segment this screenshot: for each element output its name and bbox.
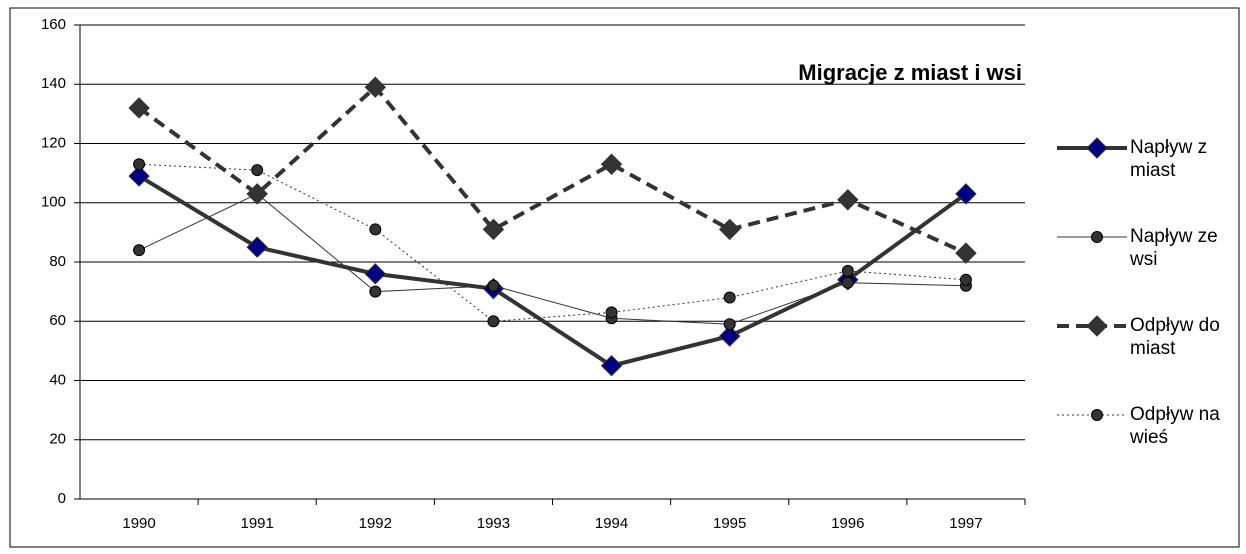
chart-title: Migracje z miast i wsi xyxy=(798,60,1022,85)
y-tick-label: 80 xyxy=(49,253,66,270)
marker xyxy=(246,236,268,258)
y-tick-label: 60 xyxy=(49,312,66,329)
marker xyxy=(246,183,268,205)
marker xyxy=(841,264,854,277)
line xyxy=(137,84,967,255)
marker xyxy=(364,263,387,285)
x-tick-label: 1992 xyxy=(359,515,392,532)
y-tick-label: 140 xyxy=(41,75,66,92)
marker xyxy=(487,315,500,328)
marker xyxy=(955,183,977,205)
x-tick-label: 1991 xyxy=(241,515,274,532)
marker xyxy=(251,164,264,177)
marker xyxy=(718,325,741,347)
marker xyxy=(1091,231,1103,243)
y-tick-label: 20 xyxy=(49,431,66,448)
marker xyxy=(369,285,382,298)
marker xyxy=(133,244,146,257)
legend-label: Napływ ze wsi xyxy=(1130,226,1218,270)
marker xyxy=(959,273,972,286)
marker xyxy=(600,354,623,377)
x-tick-label: 1990 xyxy=(122,515,155,532)
line xyxy=(138,193,966,325)
x-tick-label: 1995 xyxy=(713,515,746,532)
marker xyxy=(487,279,500,292)
x-tick-label: 1993 xyxy=(477,515,510,532)
marker xyxy=(841,276,854,289)
y-tick-label: 100 xyxy=(41,194,66,211)
marker xyxy=(718,218,741,241)
legend-label: Napływ z miast xyxy=(1130,137,1208,181)
marker xyxy=(1086,315,1108,337)
marker xyxy=(723,291,736,304)
marker xyxy=(837,189,859,211)
marker xyxy=(1091,409,1103,421)
marker xyxy=(133,158,146,171)
marker xyxy=(955,242,977,264)
y-tick-label: 120 xyxy=(41,134,66,151)
marker xyxy=(128,165,150,187)
marker xyxy=(128,97,150,119)
y-tick-label: 160 xyxy=(41,16,66,33)
marker xyxy=(605,306,618,319)
legend-label: Odpływ na wieś xyxy=(1130,404,1220,448)
y-tick-label: 0 xyxy=(58,490,66,507)
y-tick-label: 40 xyxy=(49,371,66,388)
x-tick-label: 1996 xyxy=(831,515,864,532)
marker xyxy=(369,223,382,236)
x-tick-label: 1994 xyxy=(595,515,628,532)
marker xyxy=(723,318,736,331)
legend-label: Odpływ do miast xyxy=(1130,315,1220,359)
marker xyxy=(364,76,387,98)
x-tick-label: 1997 xyxy=(949,515,982,532)
line xyxy=(139,163,966,322)
frame xyxy=(9,7,1240,548)
marker xyxy=(1086,137,1108,159)
marker xyxy=(482,218,505,241)
marker xyxy=(600,153,623,175)
